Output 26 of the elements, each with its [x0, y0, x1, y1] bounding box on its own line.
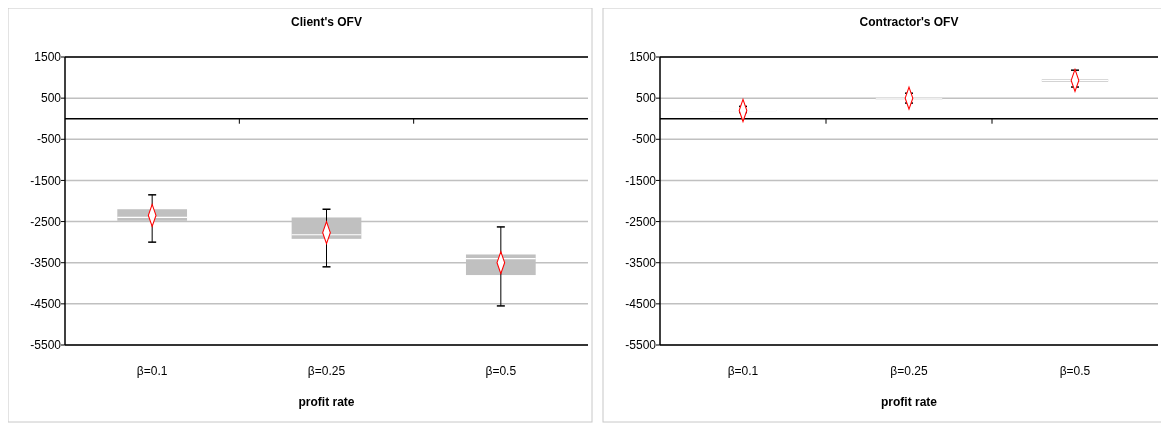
x-tick-label: β=0.5 [485, 364, 517, 378]
y-tick-label: -2500 [30, 214, 62, 229]
y-tick-label: -4500 [625, 297, 657, 312]
y-tick-label: -5500 [30, 338, 62, 353]
x-tick-label: β=0.25 [307, 364, 346, 378]
x-tick-label: β=0.1 [136, 364, 168, 378]
chart-title: Client's OFV [291, 15, 362, 29]
y-tick-label: -2500 [625, 214, 657, 229]
y-tick-label: -4500 [30, 297, 62, 312]
y-tick-label: 500 [635, 91, 657, 106]
chart-title: Contractor's OFV [859, 15, 959, 29]
y-tick-label: 1500 [629, 50, 657, 65]
x-tick-label: β=0.25 [890, 364, 928, 378]
x-axis-title: profit rate [880, 395, 938, 409]
y-tick-label: -3500 [30, 255, 62, 270]
x-tick-label: β=0.1 [727, 364, 759, 378]
y-tick-label: -1500 [30, 173, 62, 188]
x-tick-label: β=0.5 [1059, 364, 1091, 378]
y-tick-label: -5500 [625, 338, 657, 353]
y-tick-label: -500 [36, 132, 62, 147]
y-tick-label: 500 [40, 91, 62, 106]
y-tick-label: 1500 [34, 50, 62, 65]
x-axis-title: profit rate [298, 395, 355, 409]
y-tick-label: -500 [631, 132, 657, 147]
y-tick-label: -3500 [625, 255, 657, 270]
y-tick-label: -1500 [625, 173, 657, 188]
